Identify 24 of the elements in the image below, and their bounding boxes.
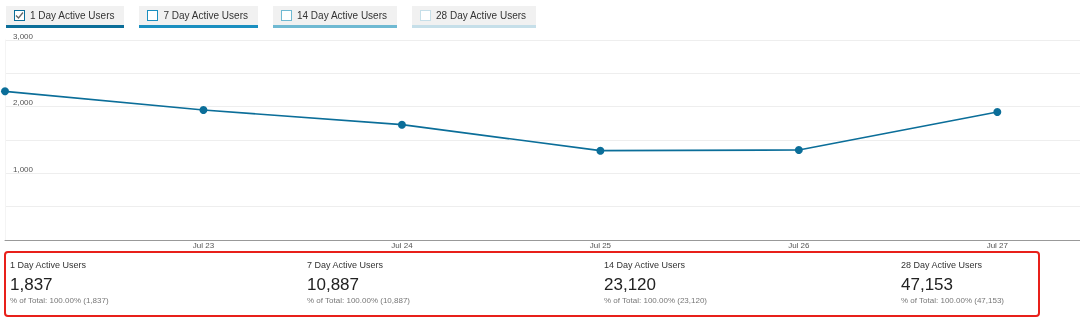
y-tick-label: 3,000 (13, 31, 34, 41)
text: % of Total: 100.00% (10,887) (307, 296, 412, 305)
category-label: 1 Day Active Users (10, 260, 88, 270)
y-tick-label: 2,000 (13, 98, 34, 108)
legend-label: 28 Day Active Users (436, 10, 527, 21)
text: 47,153 (901, 275, 954, 295)
legend-label: 7 Day Active Users (163, 10, 248, 21)
text: % of Total: 100.00% (23,120) (604, 296, 709, 305)
category-label: 14 Day Active Users (604, 260, 687, 270)
text: 23,120 (604, 275, 657, 295)
x-tick-label: Jul 25 (589, 240, 612, 250)
x-tick-label: Jul 26 (788, 240, 811, 250)
y-tick-label: 1,000 (13, 164, 34, 174)
text: % of Total: 100.00% (1,837) (10, 296, 110, 305)
x-tick-label: Jul 23 (192, 240, 215, 250)
category-label: 28 Day Active Users (901, 260, 984, 270)
legend-label: 1 Day Active Users (30, 10, 115, 21)
text: 10,887 (307, 275, 360, 295)
legend-label: 14 Day Active Users (296, 10, 388, 21)
x-tick-label: Jul 27 (986, 240, 1009, 250)
category-label: 7 Day Active Users (307, 260, 385, 270)
text: % of Total: 100.00% (47,153) (901, 296, 1006, 305)
x-tick-label: Jul 24 (391, 240, 414, 250)
text: 1,837 (10, 275, 54, 295)
